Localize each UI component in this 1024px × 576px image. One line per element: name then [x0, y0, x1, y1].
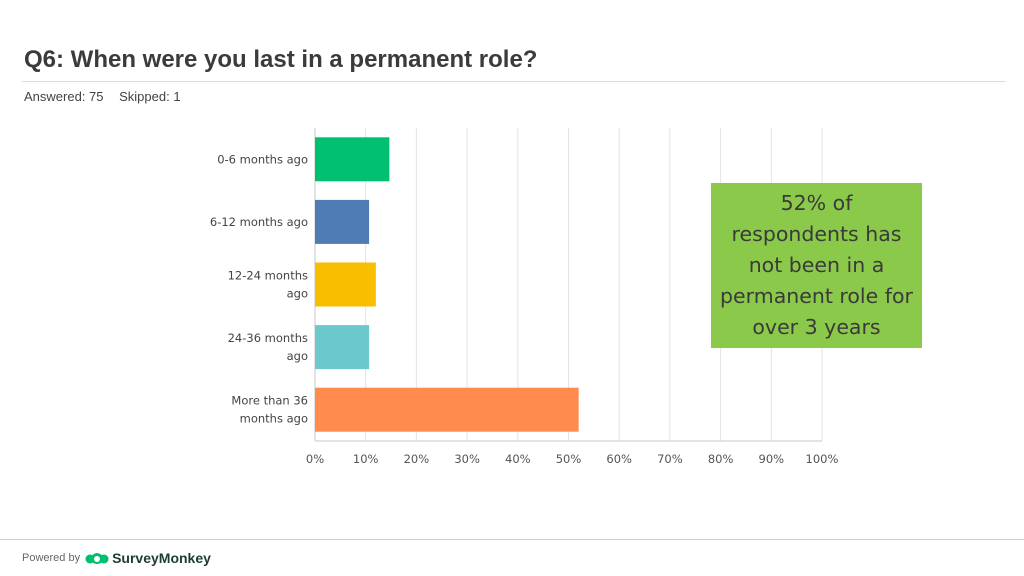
category-label: 0-6 months ago	[217, 152, 308, 166]
x-tick-label: 10%	[353, 452, 379, 466]
bar	[315, 325, 370, 370]
title-divider	[22, 81, 1006, 82]
category-label: ago	[287, 287, 308, 301]
skipped-count: Skipped: 1	[119, 89, 181, 104]
x-tick-label: 60%	[606, 452, 632, 466]
callout-box: 52% of respondents has not been in a per…	[711, 183, 922, 348]
bar	[315, 199, 370, 244]
x-tick-label: 0%	[306, 452, 324, 466]
response-stats: Answered: 75 Skipped: 1	[24, 89, 193, 104]
x-tick-label: 70%	[657, 452, 683, 466]
brand-name: SurveyMonkey	[112, 550, 211, 566]
x-tick-label: 50%	[556, 452, 582, 466]
category-label: More than 36	[231, 394, 308, 408]
bar	[315, 262, 376, 307]
page-title: Q6: When were you last in a permanent ro…	[24, 46, 538, 73]
category-label: 6-12 months ago	[210, 215, 308, 229]
surveymonkey-logo-icon	[85, 553, 109, 564]
x-tick-label: 30%	[454, 452, 480, 466]
x-tick-label: 90%	[759, 452, 785, 466]
x-tick-label: 40%	[505, 452, 531, 466]
x-tick-label: 20%	[404, 452, 430, 466]
bar	[315, 137, 390, 182]
category-label: months ago	[240, 412, 308, 426]
footer-divider	[0, 539, 1024, 540]
x-tick-label: 100%	[806, 452, 839, 466]
category-label: 24-36 months	[228, 331, 308, 345]
x-tick-label: 80%	[708, 452, 734, 466]
bar	[315, 387, 579, 432]
powered-by-label: Powered by	[22, 552, 81, 564]
category-label: 12-24 months	[228, 269, 308, 283]
answered-count: Answered: 75	[24, 89, 104, 104]
category-label: ago	[287, 349, 308, 363]
footer: Powered by SurveyMonkey	[22, 549, 211, 567]
